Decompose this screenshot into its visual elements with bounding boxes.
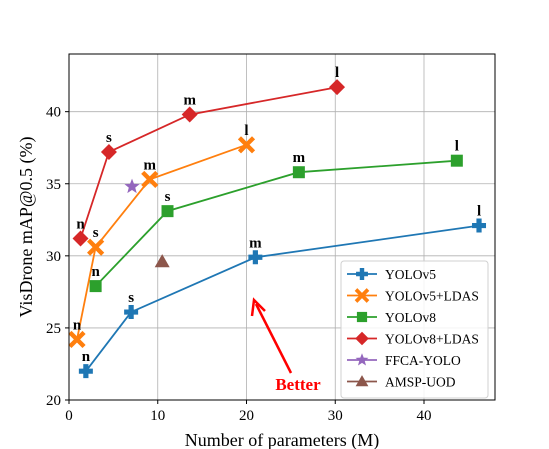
legend-marker (354, 288, 370, 303)
better-annotation: Better (250, 297, 321, 394)
x-tick-label: 10 (150, 408, 165, 424)
better-label: Better (275, 375, 321, 394)
x-tick-label: 0 (65, 408, 73, 424)
x-axis-label: Number of parameters (M) (185, 430, 379, 449)
x-tick-label: 40 (417, 408, 432, 424)
data-point (89, 280, 102, 293)
x-tick-label: 30 (328, 408, 343, 424)
y-tick-label: 35 (46, 177, 61, 193)
better-arrow-line (254, 303, 293, 374)
data-point (181, 106, 198, 123)
y-tick-label: 20 (46, 393, 61, 409)
point-label: n (91, 264, 100, 280)
y-axis-label: VisDrone mAP@0.5 (%) (16, 137, 37, 318)
better-arrow-head (250, 297, 266, 317)
series-5 (154, 254, 170, 268)
point-label: m (144, 157, 157, 173)
legend-marker (355, 331, 369, 346)
point-label: l (244, 123, 248, 139)
legend-item: YOLOv8 (347, 310, 436, 325)
series-4 (124, 178, 140, 194)
data-point (78, 364, 93, 379)
point-label: n (73, 317, 82, 333)
legend: YOLOv5 YOLOv5+LDAS YOLOv8 YOLOv8+LDAS FFCA-Y… (340, 260, 489, 399)
point-label: s (128, 290, 134, 306)
data-point (161, 205, 174, 218)
y-tick-label: 25 (46, 321, 61, 337)
data-point (68, 330, 86, 349)
legend-item: YOLOv5 (347, 267, 436, 282)
legend-marker (356, 311, 368, 323)
legend-item: YOLOv5+LDAS (347, 288, 479, 304)
legend-label: FFCA-YOLO (385, 353, 461, 368)
point-label: n (76, 217, 85, 233)
plot-frame (68, 53, 496, 401)
series-line (85, 224, 480, 372)
y-tick-label: 40 (46, 105, 61, 121)
data-point (154, 254, 170, 268)
series-line (79, 86, 338, 239)
legend-label: AMSP-UOD (385, 375, 456, 390)
data-point (87, 238, 105, 256)
legend-item: AMSP-UOD (347, 375, 456, 390)
data-point (72, 230, 89, 247)
legend-marker (355, 353, 369, 366)
point-label: l (477, 204, 481, 220)
data-point (450, 154, 463, 167)
point-label: m (249, 235, 262, 251)
point-label: l (335, 65, 339, 81)
data-point (124, 178, 140, 194)
legend-marker (355, 375, 369, 387)
y-tick-label: 30 (46, 249, 61, 265)
legend-label: YOLOv5+LDAS (385, 289, 479, 304)
legend-item: YOLOv8+LDAS (347, 332, 479, 347)
data-point (100, 144, 117, 161)
data-point (237, 136, 256, 154)
data-point (141, 170, 159, 189)
point-label: n (82, 349, 91, 365)
legend-box (340, 260, 489, 399)
x-tick-label: 20 (239, 408, 254, 424)
point-label: l (455, 139, 459, 155)
point-label: s (93, 225, 99, 241)
legend-label: YOLOv8+LDAS (385, 332, 479, 347)
legend-label: YOLOv5 (385, 267, 436, 282)
series-line (76, 143, 247, 340)
data-point (248, 250, 263, 265)
point-label: s (165, 189, 171, 205)
data-point (124, 305, 139, 320)
axis-ticks: 0 10 20 30 40 20 25 30 35 40 (46, 105, 432, 424)
series-line (94, 159, 457, 287)
data-point (329, 79, 346, 96)
data-point (472, 218, 487, 233)
data-point (292, 166, 305, 179)
legend-label: YOLOv8 (385, 310, 436, 325)
point-label: s (106, 130, 112, 146)
point-label: m (293, 150, 306, 166)
point-label: m (183, 93, 196, 109)
legend-marker (356, 268, 368, 280)
legend-item: FFCA-YOLO (347, 353, 461, 368)
